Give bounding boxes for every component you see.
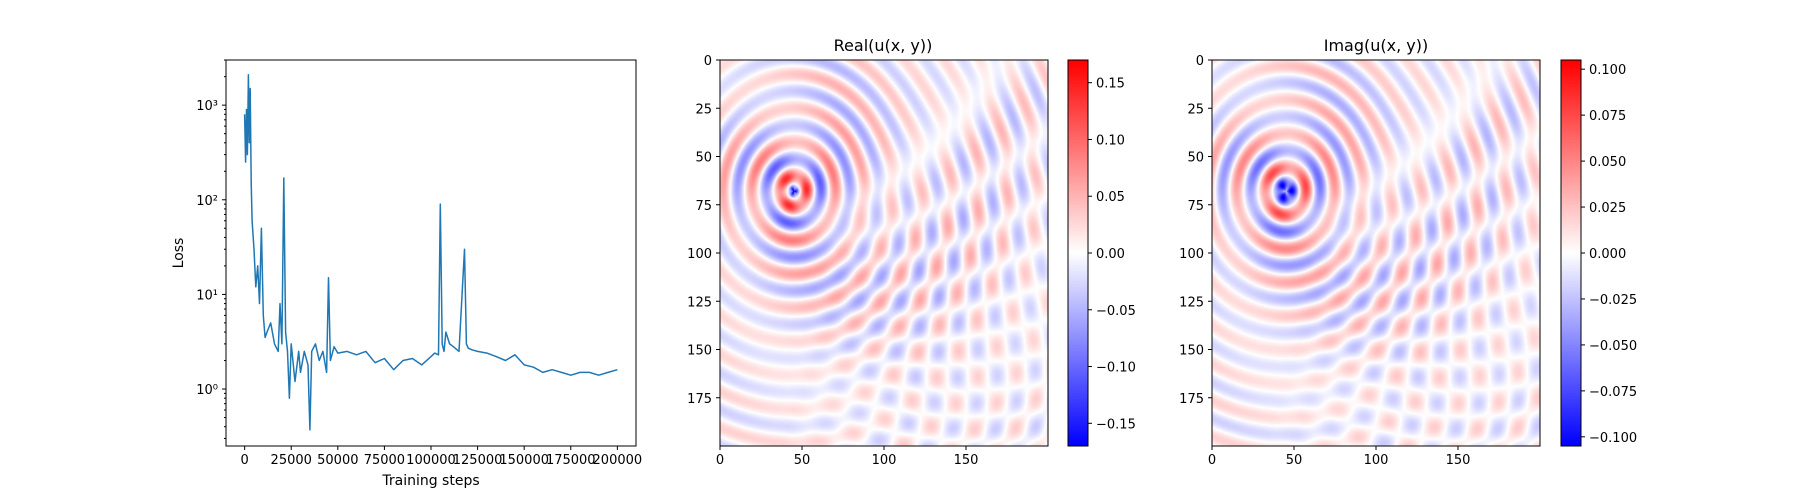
x-tick-label: 50000 [317, 453, 358, 468]
x-tick-label: 100 [1364, 453, 1389, 468]
y-tick-label: 75 [695, 199, 712, 214]
x-tick-label: 0 [1208, 453, 1216, 468]
x-tick-label: 25000 [271, 453, 312, 468]
colorbar-tick-label: −0.15 [1096, 417, 1136, 432]
x-tick-label: 200000 [593, 453, 643, 468]
y-tick-label: 100 [1179, 247, 1204, 262]
colorbar-tick-label: 0.075 [1589, 109, 1626, 124]
real-heatmap-image [720, 60, 1048, 446]
x-tick-label: 175000 [546, 453, 596, 468]
y-tick-label: 0 [1196, 54, 1204, 69]
y-tick-label: 125 [687, 295, 712, 310]
y-tick-label: 100 [687, 247, 712, 262]
x-tick-label: 50 [794, 453, 811, 468]
colorbar-tick-label: −0.025 [1589, 293, 1637, 308]
colorbar-tick-label: −0.05 [1096, 304, 1136, 319]
real-x-ticks: 0 50 100 150 [716, 446, 979, 468]
loss-x-axis-label: Training steps [381, 473, 479, 489]
y-tick-label: 150 [1179, 344, 1204, 359]
imag-colorbar-image [1561, 60, 1581, 446]
loss-plot-frame [225, 59, 637, 447]
colorbar-tick-label: −0.100 [1589, 431, 1637, 446]
colorbar-tick-label: −0.10 [1096, 361, 1136, 376]
colorbar-tick-label: 0.15 [1096, 77, 1125, 92]
x-tick-label: 150 [1446, 453, 1471, 468]
real-heatmap-panel: Real(u(x, y)) 0 50 100 150 0 25 50 75 100 125 150… [687, 36, 1136, 468]
loss-series [243, 73, 618, 431]
y-tick-label: 50 [1187, 151, 1204, 166]
real-y-ticks: 0 25 50 75 100 125 150 175 [687, 54, 720, 407]
y-tick-label: 10² [196, 194, 218, 209]
colorbar-tick-label: 0.025 [1589, 201, 1626, 216]
colorbar-tick-label: 0.000 [1589, 247, 1626, 262]
colorbar-tick-label: 0.050 [1589, 155, 1626, 170]
x-tick-label: 75000 [364, 453, 405, 468]
real-colorbar-ticks: −0.15 −0.10 −0.05 0.00 0.05 0.10 0.15 [1088, 77, 1136, 432]
colorbar-tick-label: −0.075 [1589, 385, 1637, 400]
imag-heatmap-panel: Imag(u(x, y)) 0 50 100 150 0 25 50 75 100 125 150… [1179, 36, 1637, 468]
y-tick-label: 10¹ [196, 288, 218, 303]
imag-y-ticks: 0 25 50 75 100 125 150 175 [1179, 54, 1212, 407]
imag-heatmap-title: Imag(u(x, y)) [1324, 36, 1428, 55]
y-tick-label: 10³ [196, 99, 218, 114]
colorbar-tick-label: 0.100 [1589, 63, 1626, 78]
x-tick-label: 125000 [453, 453, 503, 468]
y-tick-label: 50 [695, 151, 712, 166]
colorbar-tick-label: 0.10 [1096, 133, 1125, 148]
x-tick-label: 100000 [406, 453, 456, 468]
y-tick-label: 25 [695, 102, 712, 117]
imag-heatmap-image [1212, 60, 1540, 446]
colorbar-tick-label: 0.00 [1096, 247, 1125, 262]
x-tick-label: 150000 [499, 453, 549, 468]
x-tick-label: 150 [954, 453, 979, 468]
loss-plot: 0 25000 50000 75000 100000125000150000175000… [171, 59, 642, 489]
colorbar-tick-label: −0.050 [1589, 339, 1637, 354]
x-tick-label: 50 [1286, 453, 1303, 468]
y-tick-label: 75 [1187, 199, 1204, 214]
x-tick-label: 100 [872, 453, 897, 468]
x-tick-label: 0 [240, 453, 248, 468]
colorbar-tick-label: 0.05 [1096, 190, 1125, 205]
loss-y-axis-label: Loss [171, 238, 187, 269]
y-tick-label: 150 [687, 344, 712, 359]
real-heatmap-title: Real(u(x, y)) [834, 36, 933, 55]
real-colorbar-image [1068, 60, 1088, 446]
loss-x-ticks: 0 25000 50000 75000 100000125000150000175000… [240, 446, 642, 468]
loss-line [243, 73, 618, 431]
imag-x-ticks: 0 50 100 150 [1208, 446, 1471, 468]
y-tick-label: 10⁰ [196, 383, 218, 398]
y-tick-label: 175 [687, 392, 712, 407]
y-tick-label: 175 [1179, 392, 1204, 407]
y-tick-label: 25 [1187, 102, 1204, 117]
y-tick-label: 125 [1179, 295, 1204, 310]
y-tick-label: 0 [704, 54, 712, 69]
x-tick-label: 0 [716, 453, 724, 468]
imag-colorbar-ticks: −0.100 −0.075 −0.050 −0.025 0.000 0.025 0.050 0… [1581, 63, 1637, 446]
loss-y-ticks: 10⁰ 10¹ 10² 10³ [196, 59, 226, 440]
